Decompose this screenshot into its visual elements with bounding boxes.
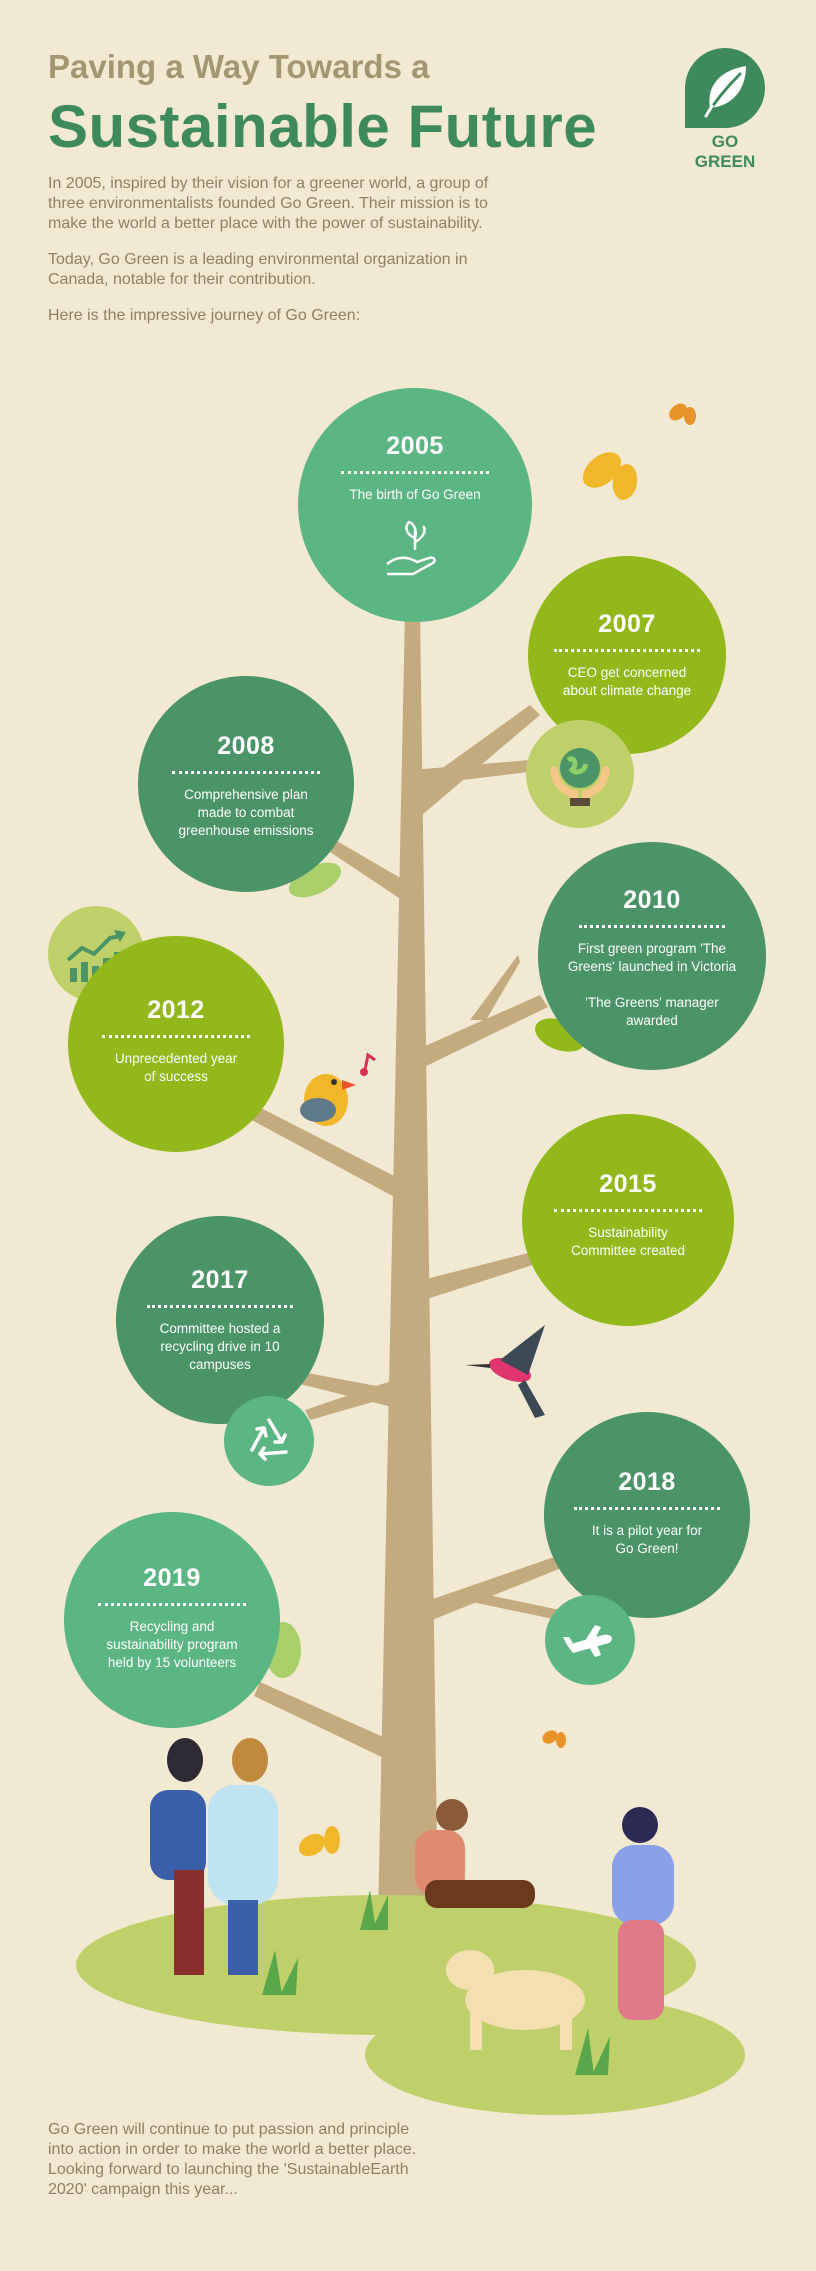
recycle-badge	[224, 1396, 314, 1486]
milestone-year: 2012	[147, 996, 205, 1024]
milestone-2015: 2015 Sustainability Committee created	[522, 1114, 734, 1326]
butterfly-icon	[542, 1730, 566, 1748]
branch-2010-twig	[470, 955, 520, 1020]
milestone-description-line: Committee created	[570, 1243, 686, 1258]
grass-tuft	[262, 1890, 610, 2075]
milestone-description-line: Committee hosted a	[159, 1321, 281, 1336]
milestone-2012: 2012 Unprecedented year of success	[68, 936, 284, 1152]
go-green-logo: GO GREEN	[680, 46, 770, 171]
milestone-description-line: about climate change	[562, 683, 692, 698]
milestone-description-line: Comprehensive plan	[184, 787, 308, 802]
milestone-2010: 2010 First green program 'The Greens' la…	[538, 842, 766, 1070]
leaf-icon	[685, 48, 765, 128]
dotted-divider	[341, 471, 489, 474]
milestone-year: 2017	[191, 1266, 249, 1294]
milestone-description-line: greenhouse emissions	[178, 823, 314, 838]
milestone-2018: 2018 It is a pilot year for Go Green!	[544, 1412, 750, 1618]
milestone-year: 2007	[598, 610, 656, 638]
milestone-description-line: recycling drive in 10	[160, 1339, 280, 1354]
milestone-description-line: sustainability program	[106, 1637, 238, 1652]
butterfly-icon	[582, 452, 638, 500]
branch-2018-twig	[472, 1592, 560, 1620]
globe-badge	[526, 720, 634, 828]
intro-paragraph-3: Here is the impressive journey of Go Gre…	[48, 307, 361, 324]
woman-with-dog-illustration	[446, 1807, 674, 2050]
logo-label: GO GREEN	[694, 132, 756, 171]
branch-2015	[422, 1250, 542, 1300]
branch-2018	[430, 1555, 564, 1620]
milestone-description-line: Sustainability	[588, 1225, 668, 1240]
milestone-description-line: Unprecedented year	[114, 1051, 238, 1066]
dotted-divider	[554, 1209, 702, 1212]
page-subtitle: Paving a Way Towards a	[48, 48, 430, 85]
dotted-divider	[574, 1507, 720, 1510]
tree-trunk	[378, 610, 438, 1920]
milestone-2005: 2005 The birth of Go Green	[298, 388, 532, 622]
milestone-2017: 2017 Committee hosted a recycling drive …	[116, 1216, 324, 1424]
branch-2010	[416, 995, 548, 1070]
dotted-divider	[98, 1603, 246, 1606]
intro-paragraph-1: In 2005, inspired by their vision for a …	[48, 175, 489, 232]
milestone-2007: 2007 CEO get concerned about climate cha…	[528, 556, 726, 754]
milestone-2019: 2019 Recycling and sustainability progra…	[64, 1512, 280, 1728]
footer-text: Go Green will continue to put passion an…	[48, 2121, 417, 2198]
milestone-description-line: It is a pilot year for	[591, 1523, 703, 1538]
milestone-description-line: campuses	[189, 1357, 251, 1372]
branch-2019	[254, 1682, 390, 1760]
milestone-description-line: held by 15 volunteers	[107, 1655, 237, 1670]
milestone-description-line: of success	[144, 1069, 208, 1084]
milestone-year: 2015	[599, 1170, 657, 1198]
branch-2017-twig	[305, 1380, 394, 1420]
milestone-description-line: Greens' launched in Victoria	[567, 959, 737, 974]
milestone-description-line: CEO get concerned	[567, 665, 687, 680]
intro-paragraph-2: Today, Go Green is a leading environment…	[48, 251, 468, 288]
butterfly-icon	[298, 1826, 340, 1857]
dotted-divider	[579, 925, 725, 928]
milestone-description-line: 'The Greens' manager	[585, 995, 719, 1010]
hand-sprout-icon	[386, 520, 436, 576]
recycle-icon	[250, 1418, 288, 1461]
branch-2007	[412, 705, 540, 820]
milestone-description: The birth of Go Green	[349, 487, 481, 502]
bird-icon	[300, 1052, 376, 1126]
milestone-year: 2008	[217, 732, 275, 760]
page-title: Sustainable Future	[48, 93, 598, 160]
hummingbird-icon	[465, 1325, 545, 1418]
couple-illustration	[150, 1738, 278, 1975]
milestone-description-line: Recycling and	[129, 1619, 215, 1634]
milestone-description-line: awarded	[626, 1013, 678, 1028]
branch-2008	[330, 840, 404, 900]
globe-in-hands-icon	[550, 748, 610, 806]
milestone-description-line: First green program 'The	[577, 941, 727, 956]
dotted-divider	[147, 1305, 293, 1308]
milestone-year: 2005	[386, 432, 444, 460]
dotted-divider	[554, 649, 700, 652]
dotted-divider	[172, 771, 320, 774]
butterfly-icon	[669, 403, 696, 425]
airplane-badge	[545, 1595, 635, 1685]
branch-2012	[248, 1105, 402, 1200]
milestone-description-line: made to combat	[197, 805, 295, 820]
milestone-2008: 2008 Comprehensive plan made to combat g…	[138, 676, 354, 892]
dotted-divider	[102, 1035, 250, 1038]
branch-2007-twig	[412, 760, 530, 786]
milestone-year: 2010	[623, 886, 681, 914]
milestone-description-line: Go Green!	[615, 1541, 679, 1556]
milestone-year: 2018	[618, 1468, 676, 1496]
man-sitting-illustration	[415, 1799, 535, 1908]
ground-patch-right	[365, 1995, 745, 2115]
milestone-year: 2019	[143, 1564, 201, 1592]
airplane-icon	[563, 1625, 612, 1657]
